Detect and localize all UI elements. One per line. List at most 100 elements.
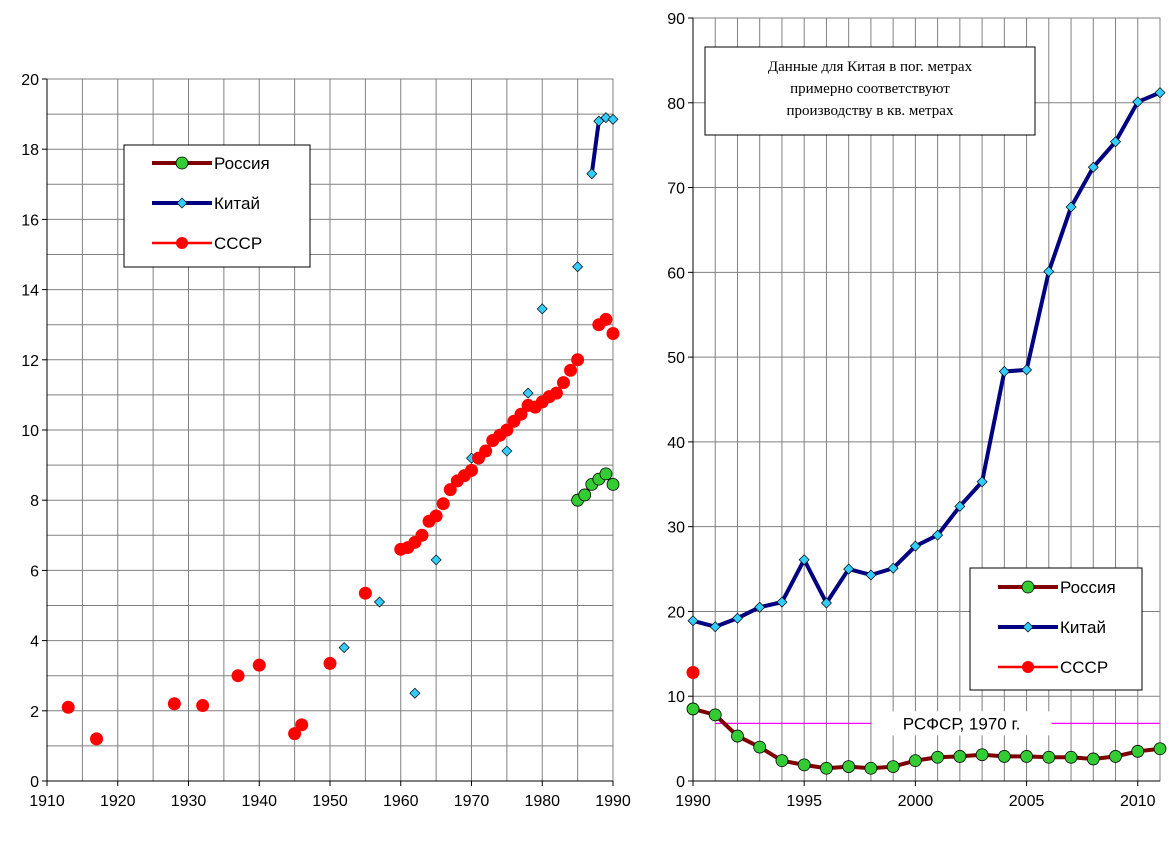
data-point-china [374,596,386,608]
data-point-china [954,500,966,512]
data-point-china [586,168,598,180]
legend-label-russia: Россия [214,154,270,173]
y-tick-label: 12 [21,353,39,370]
x-tick-label: 1970 [454,793,490,810]
annotation-box [704,46,1036,136]
series-line-china [692,90,1161,629]
y-tick-label: 30 [667,520,685,537]
data-point-ussr [90,732,104,746]
grid [46,78,614,782]
data-point-ussr [686,665,700,679]
annotation-line: примерно соответствуют [790,81,950,97]
data-point-ussr [358,586,372,600]
data-point-ussr [61,700,75,714]
annotation-line: производству в кв. метрах [787,103,954,119]
data-point-ussr [479,444,493,458]
data-point-china [709,621,721,633]
series-russia [571,467,620,507]
series-ussr [61,312,620,746]
legend-marker-russia [1021,580,1035,594]
data-point-ussr [564,363,578,377]
data-point-china [607,113,619,125]
chart-right-panel: 1990 1995 2000 2005 2010 0 10 20 30 40 50 60 70 80 90 Р… [667,11,1167,810]
data-point-ussr [443,483,457,497]
y-tick-label: 18 [21,142,39,159]
data-point-china [1132,96,1144,108]
data-point-china [754,601,766,613]
data-point-china [820,597,832,609]
data-point-china [522,387,534,399]
data-point-russia [731,729,744,743]
series-russia [686,702,1167,775]
data-point-ussr [429,509,443,523]
data-point-russia [797,758,811,772]
legend-marker-ussr [176,237,188,249]
data-point-china [501,445,513,457]
x-tick-label: 1940 [241,793,277,810]
data-point-ussr [295,718,309,732]
y-tick-label: 8 [30,493,39,510]
data-point-china [843,563,855,575]
data-point-ussr [514,407,528,421]
data-point-china [909,540,921,552]
y-tick-label: 20 [21,72,39,89]
legend-label-china: Китай [1060,618,1106,637]
data-point-ussr [252,658,266,672]
series-china [338,112,619,699]
y-tick-label: 60 [667,265,685,282]
chart-left-panel: 1910 1920 1930 1940 1950 1960 1970 1980 1990 0 2 4 6… [21,72,631,810]
data-point-russia [1131,744,1145,758]
x-tick-label: 1920 [100,793,136,810]
data-point-china [572,261,584,273]
data-point-russia [578,488,592,502]
data-point-ussr [415,528,429,542]
legend: Россия Китай СССР [123,144,311,268]
data-point-china [338,642,350,654]
data-point-russia [997,750,1011,763]
reference-label-bg [873,711,1050,736]
data-point-china [865,569,877,581]
data-point-ussr [288,727,302,741]
data-point-ussr [556,376,570,390]
data-point-russia [1109,750,1122,763]
data-point-russia [775,754,789,768]
data-point-ussr [196,699,210,713]
data-point-russia [686,702,700,716]
data-point-ussr [323,656,337,670]
y-tick-label: 16 [21,212,39,229]
x-tick-label: 1950 [312,793,348,810]
data-point-china [998,366,1010,378]
data-point-china [776,596,788,608]
data-point-china [1043,265,1055,277]
x-tick-label: 2000 [898,793,934,810]
legend-label-ussr: СССР [1060,658,1108,677]
data-point-ussr [599,312,613,326]
data-point-ussr [465,463,478,477]
y-tick-label: 90 [667,11,685,28]
legend-marker-china [1022,621,1034,633]
data-point-ussr [436,497,450,511]
y-tick-label: 0 [30,774,39,791]
data-point-ussr [231,669,245,683]
data-point-china [687,615,699,627]
data-point-china [536,303,548,315]
data-point-russia [753,740,767,754]
legend-label-ussr: СССР [214,234,262,253]
data-point-china [731,612,743,624]
x-tick-label: 1910 [29,793,65,810]
y-tick-label: 80 [667,96,685,113]
data-point-china [1065,201,1077,213]
y-tick-label: 14 [21,283,39,300]
data-point-china [430,554,442,566]
legend-label-russia: Россия [1060,578,1116,597]
y-tick-label: 20 [667,604,685,621]
data-point-china [409,687,421,699]
data-point-russia [908,754,922,768]
y-tick-label: 70 [667,181,685,198]
legend-marker-china [176,197,188,209]
data-point-china [1110,136,1122,148]
legend-box [123,144,311,268]
data-point-russia [842,760,856,773]
